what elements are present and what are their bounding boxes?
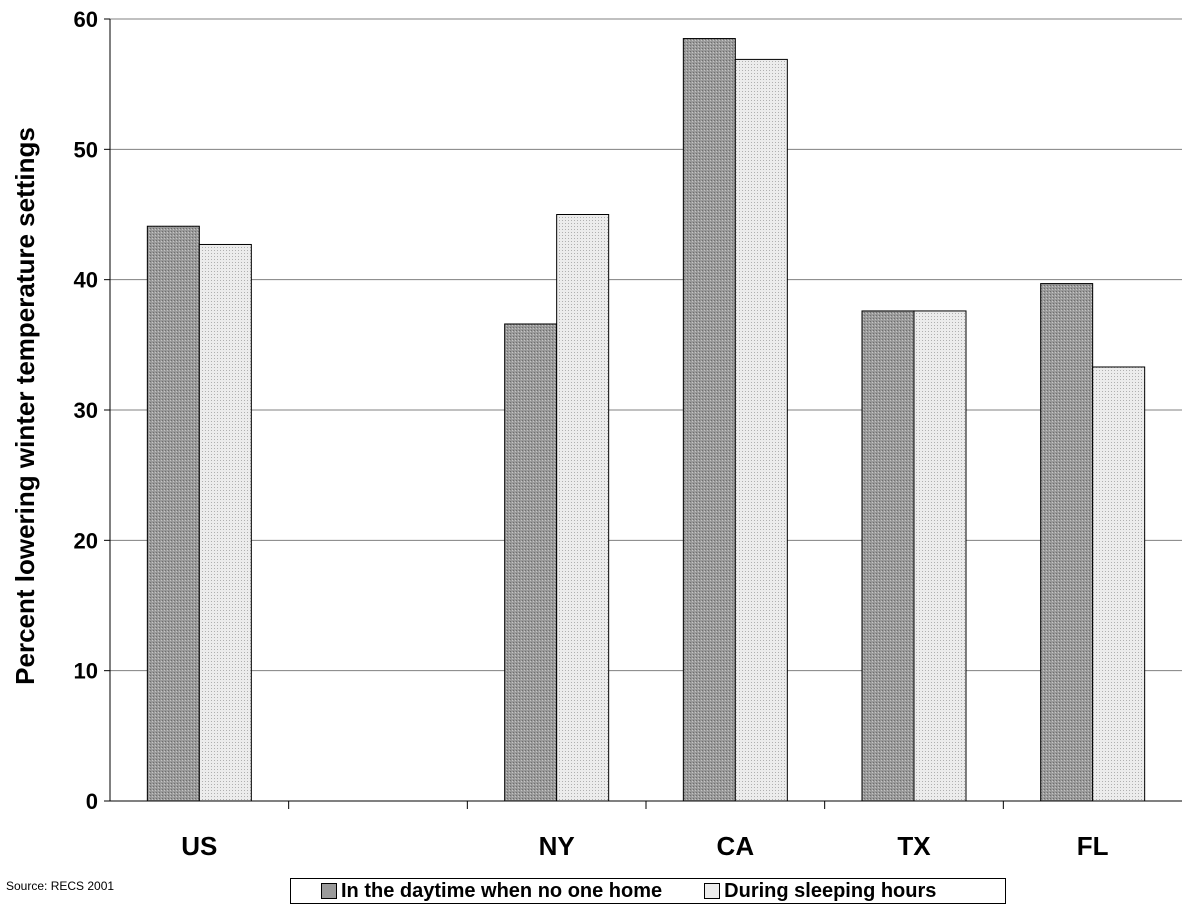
y-axis-label: Percent lowering winter temperature sett…	[10, 127, 40, 685]
x-tick-label: CA	[717, 831, 755, 861]
legend-label-sleeping: During sleeping hours	[724, 879, 937, 902]
bar	[556, 214, 610, 802]
y-tick-label: 30	[74, 398, 98, 423]
y-tick-label: 20	[74, 528, 98, 553]
y-tick-label: 60	[74, 7, 98, 32]
source-note: Source: RECS 2001	[6, 879, 115, 893]
bar	[913, 310, 967, 802]
y-tick-label: 40	[74, 268, 98, 293]
bar	[734, 58, 788, 802]
legend-item-daytime: In the daytime when no one home	[321, 880, 662, 903]
legend: In the daytime when no one home During s…	[290, 878, 1006, 904]
legend-swatch-daytime	[321, 883, 337, 899]
legend-label-daytime: In the daytime when no one home	[341, 879, 663, 902]
legend-swatch-sleeping	[704, 883, 721, 899]
bar	[861, 310, 915, 802]
bar	[504, 323, 558, 802]
y-tick-label: 10	[74, 659, 98, 684]
bar	[146, 225, 200, 802]
x-tick-label: TX	[897, 831, 931, 861]
x-tick-label: FL	[1077, 831, 1109, 861]
bar	[1040, 283, 1094, 802]
y-tick-label: 50	[74, 137, 98, 162]
y-tick-label: 0	[86, 789, 98, 814]
bar	[1092, 366, 1146, 802]
x-tick-label: NY	[539, 831, 575, 861]
bar	[198, 243, 252, 802]
bar-chart-svg: 0 10 20 30 40 50 60 US NY CA TX FL Percent lowering …	[10, 7, 1182, 861]
x-tick-label: US	[181, 831, 217, 861]
legend-item-sleeping: During sleeping hours	[704, 880, 936, 903]
bar	[682, 38, 736, 802]
